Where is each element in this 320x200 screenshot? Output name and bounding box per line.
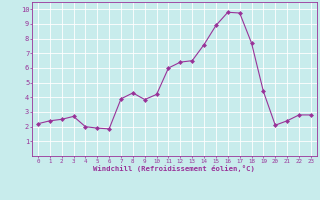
X-axis label: Windchill (Refroidissement éolien,°C): Windchill (Refroidissement éolien,°C) xyxy=(93,165,255,172)
